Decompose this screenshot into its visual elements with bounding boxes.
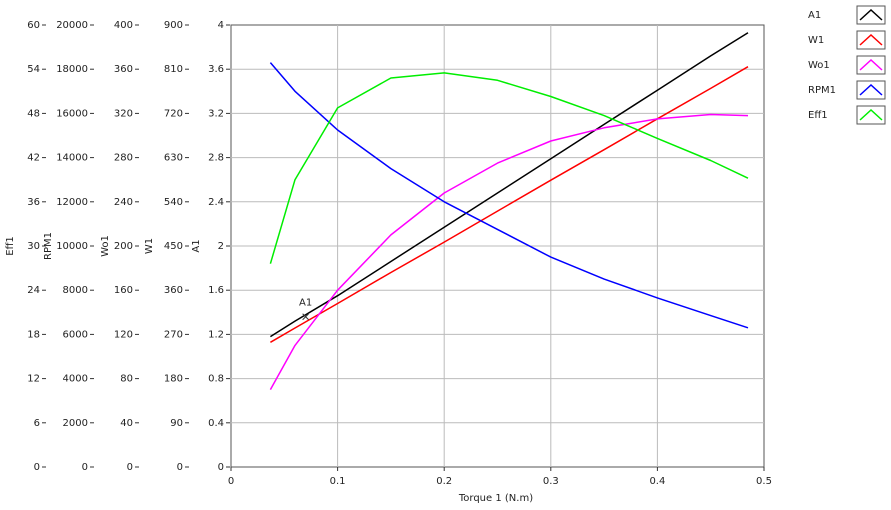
y-axis-title: A1	[191, 239, 202, 252]
y-tick-label: 540	[164, 197, 183, 208]
y-tick-label: 48	[27, 108, 40, 119]
legend-swatch	[856, 55, 886, 75]
y-tick-label: 12	[27, 374, 40, 385]
x-tick-label: 0.2	[436, 476, 452, 487]
series-line	[269, 113, 749, 390]
legend-swatch	[856, 5, 886, 25]
x-tick-label: 0	[228, 476, 234, 487]
y-tick-label: 0.8	[208, 374, 224, 385]
y-axis-title: Wo1	[100, 235, 111, 257]
grid	[231, 25, 764, 467]
y-axis-title: W1	[144, 238, 155, 254]
legend-swatch	[856, 80, 886, 100]
y-tick-label: 4000	[63, 374, 88, 385]
y-tick-label: 0	[34, 462, 40, 473]
y-tick-label: 630	[164, 153, 183, 164]
annotation-label: A1	[299, 298, 312, 309]
y-tick-label: 90	[170, 418, 183, 429]
y-tick-label: 2	[218, 241, 224, 252]
y-tick-label: 4	[218, 20, 224, 31]
x-tick-label: 0.4	[649, 476, 665, 487]
x-tick-label: 0.5	[756, 476, 772, 487]
y-tick-label: 900	[164, 20, 183, 31]
y-tick-label: 0	[82, 462, 88, 473]
y-tick-label: 42	[27, 153, 40, 164]
y-tick-label: 14000	[56, 153, 88, 164]
y-axis-title: Eff1	[5, 236, 16, 256]
series-line	[269, 72, 749, 264]
y-tick-label: 450	[164, 241, 183, 252]
legend-label: A1	[808, 10, 821, 21]
y-tick-label: 180	[164, 374, 183, 385]
y-tick-label: 36	[27, 197, 40, 208]
legend-icon	[859, 33, 883, 46]
y-tick-label: 30	[27, 241, 40, 252]
y-tick-label: 2.8	[208, 153, 224, 164]
y-tick-label: 16000	[56, 108, 88, 119]
y-tick-label: 270	[164, 329, 183, 340]
legend-label: Wo1	[808, 60, 830, 71]
y-tick-label: 0	[127, 462, 133, 473]
y-tick-label: 18	[27, 329, 40, 340]
y-tick-label: 810	[164, 64, 183, 75]
y-tick-label: 240	[114, 197, 133, 208]
y-tick-label: 80	[120, 374, 133, 385]
y-tick-label: 6	[34, 418, 40, 429]
y-axis-title: RPM1	[43, 232, 54, 260]
legend-label: RPM1	[808, 85, 836, 96]
y-tick-label: 2.4	[208, 197, 224, 208]
y-tick-label: 160	[114, 285, 133, 296]
y-tick-label: 280	[114, 153, 133, 164]
y-tick-label: 6000	[63, 329, 88, 340]
y-tick-label: 0	[177, 462, 183, 473]
legend-icon	[859, 83, 883, 96]
y-tick-label: 12000	[56, 197, 88, 208]
y-tick-label: 60	[27, 20, 40, 31]
series-line	[270, 66, 749, 343]
y-tick-label: 720	[164, 108, 183, 119]
y-tick-label: 54	[27, 64, 40, 75]
y-tick-label: 1.6	[208, 285, 224, 296]
y-tick-label: 200	[114, 241, 133, 252]
y-tick-label: 1.2	[208, 329, 224, 340]
y-tick-label: 8000	[63, 285, 88, 296]
y-tick-label: 2000	[63, 418, 88, 429]
legend-icon	[859, 58, 883, 71]
y-tick-label: 360	[114, 64, 133, 75]
legend-swatch	[856, 105, 886, 125]
x-tick-label: 0.3	[543, 476, 559, 487]
series-line	[269, 62, 749, 329]
y-tick-label: 400	[114, 20, 133, 31]
y-tick-label: 40	[120, 418, 133, 429]
y-tick-label: 3.6	[208, 64, 224, 75]
annotation-marker	[302, 313, 309, 321]
legend-label: Eff1	[808, 110, 828, 121]
legend-swatch	[856, 30, 886, 50]
series-line	[270, 32, 749, 338]
legend-icon	[859, 8, 883, 21]
y-tick-label: 24	[27, 285, 40, 296]
y-tick-label: 360	[164, 285, 183, 296]
legend-icon	[859, 108, 883, 121]
y-tick-label: 0	[218, 462, 224, 473]
y-tick-label: 0.4	[208, 418, 224, 429]
x-tick-label: 0.1	[330, 476, 346, 487]
legend-label: W1	[808, 35, 824, 46]
y-tick-label: 120	[114, 329, 133, 340]
x-axis-title: Torque 1 (N.m)	[458, 493, 533, 504]
y-tick-label: 3.2	[208, 108, 224, 119]
y-tick-label: 320	[114, 108, 133, 119]
y-tick-label: 20000	[56, 20, 88, 31]
y-tick-label: 10000	[56, 241, 88, 252]
y-tick-label: 18000	[56, 64, 88, 75]
